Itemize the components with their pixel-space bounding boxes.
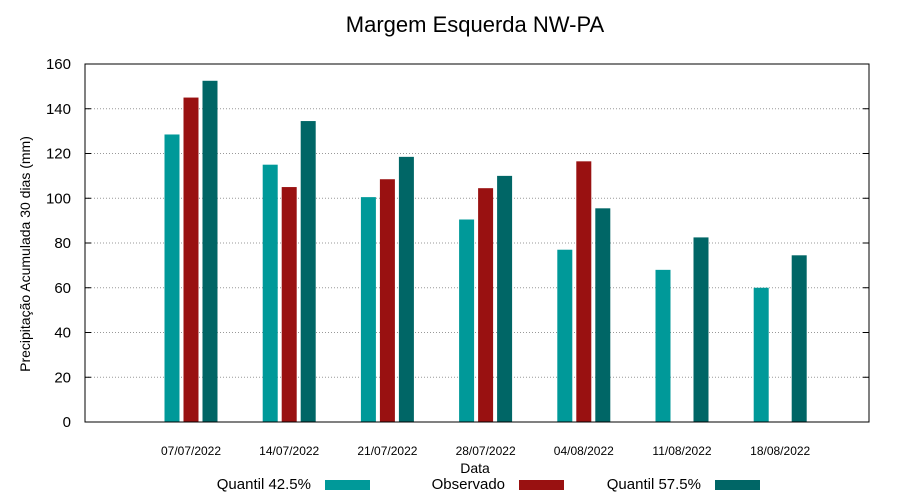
legend-label: Quantil 57.5%	[607, 476, 701, 493]
legend: Quantil 42.5% Observado Quantil 57.5%	[217, 476, 760, 493]
legend-swatch	[715, 480, 760, 490]
bar	[595, 208, 611, 422]
legend-swatch	[519, 480, 564, 490]
y-tick-label: 20	[54, 369, 71, 386]
legend-swatch	[325, 480, 370, 490]
y-tick-label: 160	[46, 56, 71, 73]
y-tick-label: 100	[46, 190, 71, 207]
y-tick-label: 120	[46, 146, 71, 163]
bars	[164, 80, 807, 423]
bar	[281, 187, 297, 422]
x-axis-ticks: 07/07/2022 14/07/2022 21/07/2022 28/07/2022…	[161, 444, 811, 458]
bar	[202, 80, 218, 422]
x-tick-label: 18/08/2022	[750, 444, 810, 458]
x-tick-label: 28/07/2022	[456, 444, 516, 458]
bar	[478, 188, 494, 422]
y-tick-label: 60	[54, 280, 71, 297]
legend-label: Observado	[432, 476, 505, 493]
bar	[300, 121, 316, 423]
bar	[164, 134, 180, 422]
y-tick-label: 40	[54, 325, 71, 342]
x-tick-label: 21/07/2022	[357, 444, 417, 458]
bar	[693, 237, 709, 422]
bar	[398, 156, 414, 422]
x-tick-label: 14/07/2022	[259, 444, 319, 458]
bar	[557, 249, 573, 422]
y-tick-label: 80	[54, 235, 71, 252]
bar	[753, 287, 769, 422]
bar	[791, 255, 807, 422]
legend-label: Quantil 42.5%	[217, 476, 311, 493]
x-tick-label: 04/08/2022	[554, 444, 614, 458]
chart-title: Margem Esquerda NW-PA	[346, 12, 605, 37]
bar	[497, 175, 513, 422]
x-axis-label: Data	[460, 460, 490, 476]
bar	[576, 161, 592, 423]
bar	[459, 219, 475, 422]
bar	[262, 164, 278, 422]
y-axis-ticks: 0 20 40 60 80 100 120 140 160	[46, 56, 869, 431]
y-tick-label: 0	[63, 414, 71, 431]
bar	[379, 179, 395, 422]
bar	[360, 197, 376, 422]
bar	[183, 97, 199, 422]
x-tick-label: 07/07/2022	[161, 444, 221, 458]
x-tick-label: 11/08/2022	[652, 444, 711, 458]
y-axis-label: Precipitação Acumulada 30 dias (mm)	[17, 136, 33, 372]
bar	[655, 269, 671, 422]
y-tick-label: 140	[46, 101, 71, 118]
